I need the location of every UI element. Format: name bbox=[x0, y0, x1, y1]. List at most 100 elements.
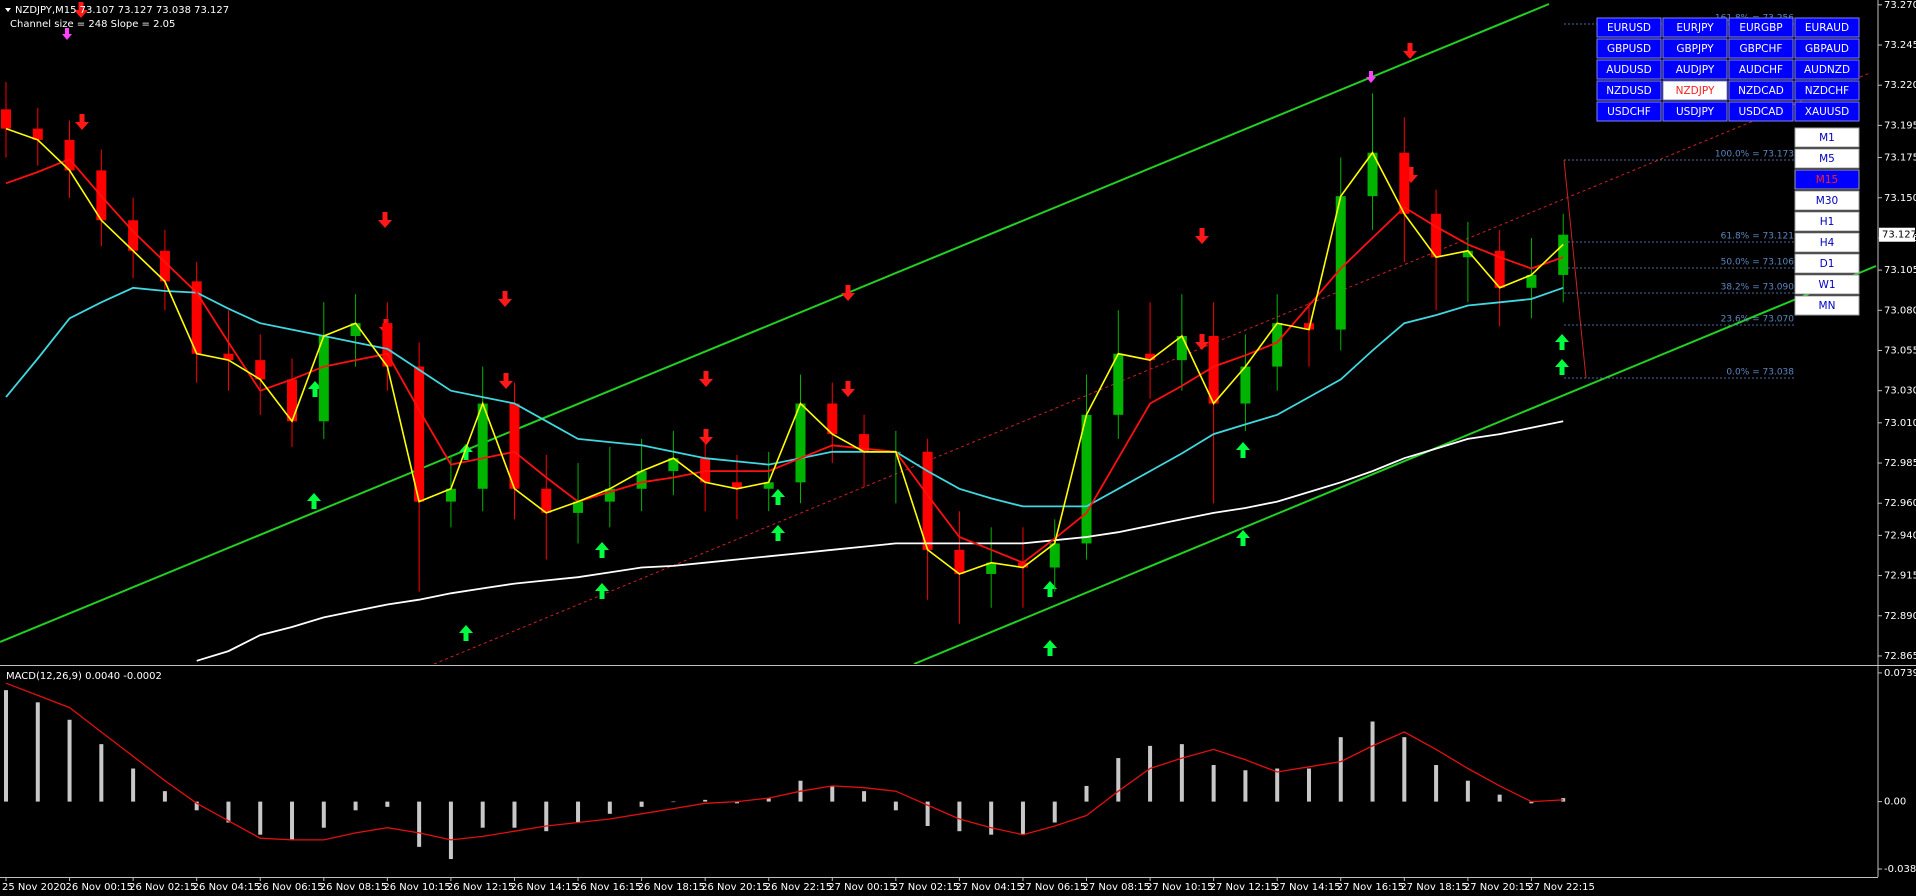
timeframe-button[interactable]: M5 bbox=[1794, 148, 1860, 169]
symbol-button[interactable]: AUDJPY bbox=[1662, 59, 1728, 80]
button-bg[interactable] bbox=[1794, 59, 1860, 80]
button-label[interactable]: W1 bbox=[1818, 279, 1835, 291]
button-bg[interactable] bbox=[1662, 80, 1728, 101]
button-label[interactable]: AUDJPY bbox=[1676, 64, 1715, 76]
button-label[interactable]: GBPAUD bbox=[1805, 43, 1849, 55]
button-bg[interactable] bbox=[1794, 148, 1860, 169]
button-bg[interactable] bbox=[1794, 80, 1860, 101]
symbol-button[interactable]: EURUSD bbox=[1596, 17, 1662, 38]
button-label[interactable]: USDCAD bbox=[1738, 106, 1783, 118]
button-label[interactable]: USDCHF bbox=[1607, 106, 1651, 118]
button-bg[interactable] bbox=[1794, 232, 1860, 253]
x-tick-label: 26 Nov 06:15 bbox=[256, 882, 323, 893]
button-bg[interactable] bbox=[1794, 190, 1860, 211]
symbol-button[interactable]: NZDCHF bbox=[1794, 80, 1860, 101]
button-bg[interactable] bbox=[1794, 17, 1860, 38]
button-label[interactable]: EURJPY bbox=[1676, 22, 1714, 34]
timeframe-button[interactable]: M30 bbox=[1794, 190, 1860, 211]
timeframe-button[interactable]: H4 bbox=[1794, 232, 1860, 253]
button-bg[interactable] bbox=[1728, 17, 1794, 38]
button-label[interactable]: GBPCHF bbox=[1740, 43, 1783, 55]
y-tick-label: 72.890 bbox=[1884, 611, 1916, 622]
symbol-button[interactable]: GBPJPY bbox=[1662, 38, 1728, 59]
fib-base-line bbox=[1563, 159, 1587, 379]
button-bg[interactable] bbox=[1662, 17, 1728, 38]
x-tick-label: 26 Nov 16:15 bbox=[574, 882, 641, 893]
button-bg[interactable] bbox=[1596, 38, 1662, 59]
button-label[interactable]: GBPUSD bbox=[1607, 43, 1651, 55]
macd-bar bbox=[989, 801, 994, 835]
button-bg[interactable] bbox=[1596, 59, 1662, 80]
symbol-button[interactable]: EURAUD bbox=[1794, 17, 1860, 38]
timeframe-button[interactable]: D1 bbox=[1794, 253, 1860, 274]
button-bg[interactable] bbox=[1596, 80, 1662, 101]
button-label[interactable]: H4 bbox=[1820, 237, 1835, 249]
button-bg[interactable] bbox=[1662, 38, 1728, 59]
symbol-button[interactable]: GBPAUD bbox=[1794, 38, 1860, 59]
button-bg[interactable] bbox=[1662, 101, 1728, 122]
button-bg[interactable] bbox=[1728, 59, 1794, 80]
macd-bar bbox=[1370, 721, 1375, 802]
button-bg[interactable] bbox=[1794, 38, 1860, 59]
button-label[interactable]: H1 bbox=[1820, 216, 1835, 228]
button-label[interactable]: EURUSD bbox=[1607, 22, 1651, 34]
timeframe-button[interactable]: MN bbox=[1794, 295, 1860, 316]
button-bg[interactable] bbox=[1596, 17, 1662, 38]
timeframe-button[interactable]: M1 bbox=[1794, 127, 1860, 148]
indicator-line bbox=[5, 682, 1564, 841]
button-bg[interactable] bbox=[1794, 274, 1860, 295]
button-bg[interactable] bbox=[1794, 169, 1860, 190]
button-bg[interactable] bbox=[1794, 295, 1860, 316]
button-label[interactable]: NZDJPY bbox=[1676, 85, 1715, 97]
button-bg[interactable] bbox=[1728, 80, 1794, 101]
button-label[interactable]: M15 bbox=[1816, 174, 1838, 186]
symbol-button[interactable]: EURJPY bbox=[1662, 17, 1728, 38]
button-label[interactable]: AUDNZD bbox=[1804, 64, 1850, 76]
symbol-button[interactable]: AUDUSD bbox=[1596, 59, 1662, 80]
button-bg[interactable] bbox=[1794, 101, 1860, 122]
macd-bar bbox=[1020, 801, 1025, 835]
button-label[interactable]: M1 bbox=[1819, 132, 1835, 144]
button-bg[interactable] bbox=[1728, 101, 1794, 122]
button-label[interactable]: M30 bbox=[1816, 195, 1838, 207]
button-label[interactable]: EURGBP bbox=[1739, 22, 1782, 34]
button-bg[interactable] bbox=[1794, 253, 1860, 274]
button-label[interactable]: USDJPY bbox=[1676, 106, 1715, 118]
button-label[interactable]: NZDCAD bbox=[1738, 85, 1784, 97]
button-label[interactable]: AUDUSD bbox=[1606, 64, 1651, 76]
symbol-button[interactable]: GBPUSD bbox=[1596, 38, 1662, 59]
symbol-button[interactable]: NZDCAD bbox=[1728, 80, 1794, 101]
button-label[interactable]: MN bbox=[1819, 300, 1836, 312]
symbol-button[interactable]: AUDNZD bbox=[1794, 59, 1860, 80]
macd-bar bbox=[862, 791, 867, 802]
symbol-button[interactable]: NZDJPY bbox=[1662, 80, 1728, 101]
button-label[interactable]: NZDCHF bbox=[1805, 85, 1849, 97]
symbol-button[interactable]: USDJPY bbox=[1662, 101, 1728, 122]
button-bg[interactable] bbox=[1662, 59, 1728, 80]
symbol-button[interactable]: EURGBP bbox=[1728, 17, 1794, 38]
button-label[interactable]: D1 bbox=[1820, 258, 1835, 270]
menu-triangle[interactable] bbox=[5, 8, 11, 12]
button-bg[interactable] bbox=[1596, 101, 1662, 122]
symbol-button[interactable]: AUDCHF bbox=[1728, 59, 1794, 80]
x-tick-label: 26 Nov 22:15 bbox=[765, 882, 832, 893]
symbol-button[interactable]: NZDUSD bbox=[1596, 80, 1662, 101]
symbol-button[interactable]: GBPCHF bbox=[1728, 38, 1794, 59]
button-bg[interactable] bbox=[1728, 38, 1794, 59]
timeframe-button[interactable]: W1 bbox=[1794, 274, 1860, 295]
button-label[interactable]: AUDCHF bbox=[1739, 64, 1783, 76]
button-label[interactable]: EURAUD bbox=[1805, 22, 1849, 34]
button-bg[interactable] bbox=[1794, 211, 1860, 232]
timeframe-button[interactable]: H1 bbox=[1794, 211, 1860, 232]
symbol-button[interactable]: XAUUSD bbox=[1794, 101, 1860, 122]
button-bg[interactable] bbox=[1794, 127, 1860, 148]
button-label[interactable]: GBPJPY bbox=[1676, 43, 1714, 55]
y-tick-label: 72.985 bbox=[1884, 458, 1916, 469]
timeframe-button[interactable]: M15 bbox=[1794, 169, 1860, 190]
symbol-button[interactable]: USDCHF bbox=[1596, 101, 1662, 122]
button-label[interactable]: M5 bbox=[1819, 153, 1835, 165]
button-label[interactable]: NZDUSD bbox=[1606, 85, 1652, 97]
symbol-button[interactable]: USDCAD bbox=[1728, 101, 1794, 122]
button-label[interactable]: XAUUSD bbox=[1805, 106, 1850, 118]
